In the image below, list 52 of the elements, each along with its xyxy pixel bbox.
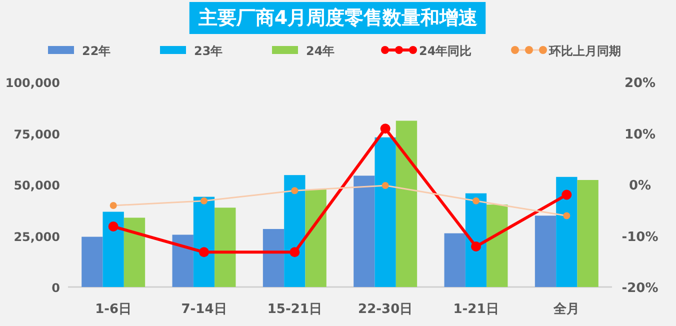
point bbox=[562, 190, 572, 200]
bar bbox=[396, 120, 418, 287]
x-tick-label: 22-30日 bbox=[358, 302, 413, 317]
y2-tick-label: 20% bbox=[624, 76, 656, 91]
bar bbox=[124, 218, 146, 287]
point bbox=[290, 247, 300, 258]
y2-tick-label: -20% bbox=[622, 281, 658, 296]
point bbox=[563, 212, 570, 220]
legend-label: 24年 bbox=[306, 44, 335, 58]
x-tick-label: 15-21日 bbox=[267, 302, 322, 317]
legend-label: 24年同比 bbox=[419, 44, 472, 58]
bar bbox=[214, 208, 236, 287]
y2-tick-label: 10% bbox=[624, 127, 656, 142]
bar bbox=[577, 180, 598, 287]
bar bbox=[262, 228, 284, 287]
point bbox=[382, 182, 389, 190]
y-tick-label: 50,000 bbox=[14, 178, 60, 192]
bar bbox=[556, 176, 578, 287]
point bbox=[200, 197, 208, 204]
point bbox=[110, 202, 117, 210]
point bbox=[471, 242, 481, 252]
y-tick-label: 75,000 bbox=[14, 127, 60, 142]
point bbox=[199, 247, 209, 258]
legend-label: 23年 bbox=[194, 44, 223, 58]
legend-label: 22年 bbox=[82, 44, 111, 58]
y-tick-label: 100,000 bbox=[5, 76, 60, 90]
bar bbox=[374, 137, 396, 287]
bar bbox=[305, 189, 326, 287]
x-tick-label: 1-6日 bbox=[95, 302, 132, 317]
bar bbox=[354, 176, 375, 287]
bar bbox=[102, 212, 124, 287]
bar bbox=[444, 233, 466, 287]
bar bbox=[82, 236, 103, 287]
point bbox=[291, 187, 298, 194]
bar bbox=[486, 204, 508, 287]
x-tick-label: 全月 bbox=[552, 302, 580, 317]
y-tick-label: 0 bbox=[52, 281, 60, 295]
bar bbox=[284, 175, 306, 287]
bar bbox=[193, 196, 215, 287]
point bbox=[472, 197, 480, 204]
y-tick-label: 25,000 bbox=[14, 230, 60, 244]
point bbox=[380, 124, 390, 134]
chart-title: 主要厂商4月周度零售数量和增速 bbox=[197, 7, 478, 29]
x-tick-label: 7-14日 bbox=[181, 302, 227, 317]
title: 主要厂商4月周度零售数量和增速 bbox=[189, 2, 486, 34]
bar bbox=[172, 234, 194, 287]
x-tick-label: 1-21日 bbox=[453, 302, 499, 317]
legend-label: 环比上月同期 bbox=[548, 44, 621, 58]
bar bbox=[534, 216, 556, 287]
point bbox=[108, 222, 118, 232]
y2-tick-label: -10% bbox=[622, 230, 658, 245]
y2-tick-label: 0% bbox=[628, 178, 652, 194]
